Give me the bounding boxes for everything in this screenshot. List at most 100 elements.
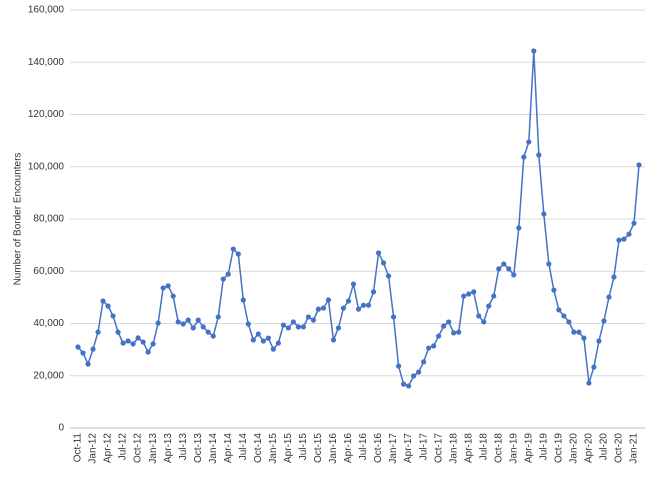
data-point	[631, 220, 637, 226]
data-point	[531, 48, 537, 54]
data-point	[375, 250, 382, 256]
data-point	[611, 274, 617, 280]
data-point	[421, 359, 427, 365]
data-point	[200, 324, 206, 330]
data-point	[616, 237, 622, 243]
data-point	[441, 323, 447, 329]
data-point	[596, 338, 602, 344]
data-point	[340, 305, 347, 311]
x-tick-label: Jan-19	[508, 433, 519, 464]
x-tick-label: Oct-14	[253, 433, 264, 463]
data-point	[561, 313, 567, 319]
data-point	[511, 272, 517, 278]
x-tick-label: Jan-16	[328, 433, 339, 464]
x-tick-label: Jan-13	[148, 433, 159, 464]
data-point	[491, 293, 497, 299]
y-tick-label: 0	[58, 423, 64, 434]
data-point	[90, 346, 96, 352]
x-tick-label: Apr-17	[403, 433, 414, 463]
x-tick-label: Jan-17	[388, 433, 399, 464]
x-tick-label: Jul-20	[599, 433, 610, 461]
x-tick-label: Jan-12	[88, 433, 99, 464]
data-point	[175, 319, 181, 325]
data-point	[215, 314, 221, 320]
data-point	[576, 329, 582, 335]
x-tick-label: Oct-17	[433, 433, 444, 463]
y-tick-label: 140,000	[28, 57, 65, 68]
x-tick-label: Apr-15	[283, 433, 294, 463]
data-point	[446, 319, 452, 325]
x-tick-label: Jan-21	[629, 433, 640, 464]
data-point	[255, 331, 261, 337]
data-point	[80, 350, 86, 356]
data-point	[385, 273, 392, 279]
data-point	[571, 329, 577, 335]
data-point	[496, 266, 502, 272]
data-point	[586, 380, 592, 386]
data-point	[100, 298, 106, 304]
data-point	[526, 139, 532, 145]
x-tick-label: Jul-13	[178, 433, 189, 461]
y-tick-label: 160,000	[28, 5, 65, 16]
data-point	[380, 260, 387, 266]
data-point	[626, 231, 632, 237]
data-point	[260, 338, 266, 344]
x-tick-label: Jan-14	[208, 433, 219, 464]
x-tick-label: Oct-20	[614, 433, 625, 463]
data-point	[426, 345, 432, 351]
data-point	[451, 330, 457, 336]
data-point	[245, 321, 251, 327]
data-point	[290, 319, 296, 325]
data-point	[320, 305, 327, 311]
data-point	[521, 154, 527, 160]
x-tick-label: Oct-13	[193, 433, 204, 463]
data-point	[220, 276, 226, 282]
x-tick-label: Jul-15	[298, 433, 309, 461]
y-tick-label: 100,000	[28, 161, 65, 172]
x-tick-label: Apr-16	[343, 433, 354, 463]
x-tick-label: Jan-20	[569, 433, 580, 464]
data-point	[105, 303, 111, 309]
data-point	[461, 293, 467, 299]
data-point	[205, 329, 211, 335]
data-point	[315, 306, 322, 312]
data-point	[225, 271, 231, 277]
data-point	[285, 325, 291, 331]
data-point	[621, 236, 627, 242]
data-point	[395, 363, 402, 369]
data-point	[476, 313, 482, 319]
data-point	[581, 335, 587, 341]
data-point	[295, 324, 301, 330]
y-tick-label: 60,000	[33, 266, 64, 277]
data-point	[481, 319, 487, 325]
data-point	[541, 211, 547, 217]
data-point	[95, 329, 101, 335]
data-point	[75, 344, 81, 350]
data-point	[150, 341, 156, 347]
data-point	[566, 319, 572, 325]
x-tick-label: Oct-12	[133, 433, 144, 463]
data-point	[85, 361, 91, 367]
data-point	[400, 381, 407, 387]
x-tick-label: Jan-18	[448, 433, 459, 464]
data-point	[135, 335, 141, 341]
data-point	[120, 340, 126, 346]
data-point	[355, 306, 362, 312]
y-tick-label: 40,000	[33, 318, 64, 329]
data-point	[345, 298, 352, 304]
data-point	[436, 333, 442, 339]
y-axis-title: Number of Border Encounters	[13, 153, 24, 286]
data-point	[486, 303, 492, 309]
data-point	[546, 261, 552, 267]
x-tick-label: Oct-15	[313, 433, 324, 463]
data-point	[265, 335, 271, 341]
data-point	[110, 313, 116, 319]
x-tick-label: Oct-11	[73, 433, 84, 463]
data-point	[601, 318, 607, 324]
y-tick-label: 80,000	[33, 214, 64, 225]
x-tick-label: Jul-12	[118, 433, 129, 461]
data-point	[190, 325, 196, 331]
x-tick-label: Oct-19	[553, 433, 564, 463]
data-point	[606, 294, 612, 300]
